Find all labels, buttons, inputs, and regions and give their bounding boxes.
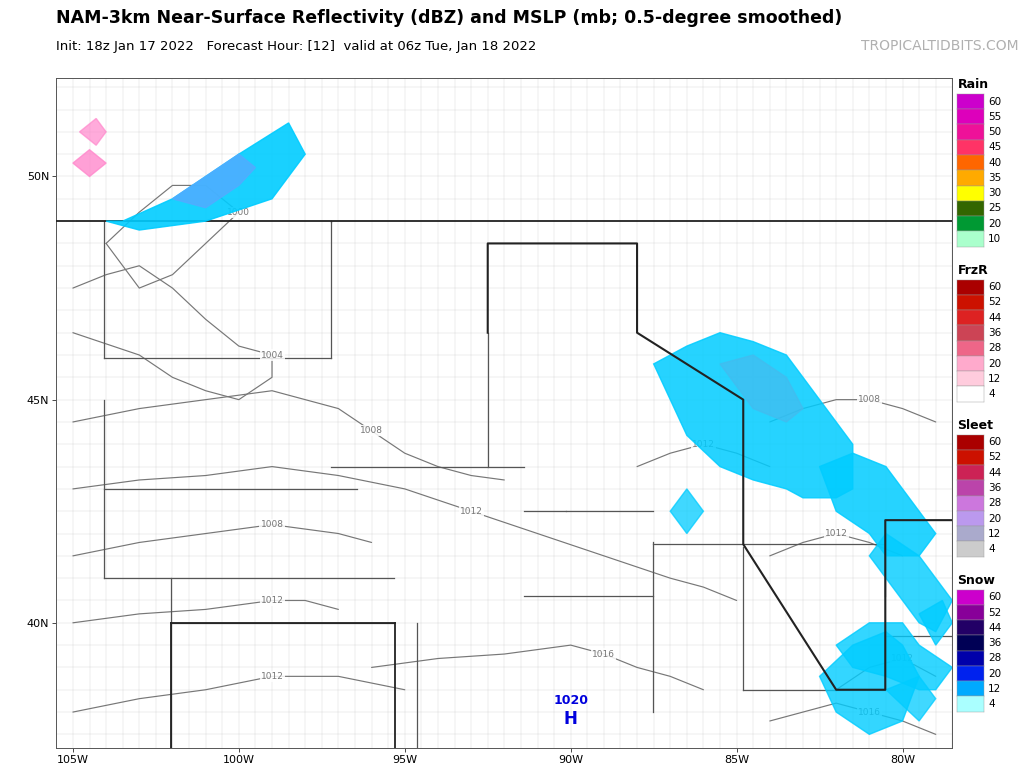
Text: 1012: 1012 [891,654,914,663]
Text: 44: 44 [988,622,1001,633]
Text: 1016: 1016 [858,708,881,716]
Polygon shape [869,533,952,632]
Text: 50: 50 [988,127,1001,137]
Text: 28: 28 [988,653,1001,663]
Text: 40: 40 [988,157,1001,168]
Text: 1008: 1008 [858,395,881,404]
Text: 25: 25 [988,204,1001,214]
Text: 52: 52 [988,608,1001,618]
Text: 20: 20 [988,514,1001,524]
Text: 60: 60 [988,96,1001,106]
Text: TROPICALTIDBITS.COM: TROPICALTIDBITS.COM [861,39,1019,53]
Polygon shape [920,601,952,645]
Text: 52: 52 [988,298,1001,308]
Text: 4: 4 [988,544,994,554]
Text: Init: 18z Jan 17 2022   Forecast Hour: [12]  valid at 06z Tue, Jan 18 2022: Init: 18z Jan 17 2022 Forecast Hour: [12… [56,40,537,53]
Text: 1016: 1016 [592,650,615,659]
Text: 10: 10 [988,234,1001,244]
Text: 12: 12 [988,684,1001,694]
Polygon shape [837,622,952,690]
Text: H: H [564,709,578,727]
Text: Snow: Snow [957,574,995,587]
Text: 55: 55 [988,112,1001,122]
Text: 1012: 1012 [260,596,284,605]
Text: Rain: Rain [957,78,988,92]
Text: 36: 36 [988,638,1001,648]
Polygon shape [886,677,936,721]
Text: 35: 35 [988,173,1001,183]
Text: 1012: 1012 [260,672,284,681]
Text: 45: 45 [988,143,1001,153]
Text: 20: 20 [988,218,1001,229]
Text: 20: 20 [988,359,1001,369]
Text: 28: 28 [988,498,1001,508]
Text: 4: 4 [988,389,994,399]
Polygon shape [819,453,936,556]
Text: 60: 60 [988,282,1001,292]
Text: 20: 20 [988,669,1001,679]
Polygon shape [172,154,255,207]
Text: 12: 12 [988,529,1001,539]
Polygon shape [671,489,703,533]
Text: 60: 60 [988,437,1001,447]
Text: Sleet: Sleet [957,419,993,432]
Text: 36: 36 [988,328,1001,338]
Text: 28: 28 [988,343,1001,353]
Polygon shape [73,150,106,176]
Text: 44: 44 [988,312,1001,323]
Text: 1012: 1012 [460,507,482,516]
Polygon shape [653,333,853,498]
Polygon shape [720,355,803,422]
Polygon shape [80,118,106,145]
Text: NAM-3km Near-Surface Reflectivity (dBZ) and MSLP (mb; 0.5-degree smoothed): NAM-3km Near-Surface Reflectivity (dBZ) … [56,9,843,27]
Text: 1000: 1000 [227,207,250,217]
Text: 60: 60 [988,592,1001,602]
Text: 1008: 1008 [360,427,383,435]
Polygon shape [819,632,920,734]
Text: 1004: 1004 [260,351,284,359]
Text: 52: 52 [988,453,1001,463]
Text: 30: 30 [988,188,1001,198]
Text: 12: 12 [988,373,1001,384]
Text: 1020: 1020 [553,695,588,707]
Polygon shape [106,123,305,230]
Text: 44: 44 [988,467,1001,478]
Text: 1012: 1012 [692,440,715,449]
Text: 1012: 1012 [824,529,848,538]
Text: 1008: 1008 [260,520,284,529]
Text: 4: 4 [988,699,994,709]
Text: FrzR: FrzR [957,264,988,277]
Text: 36: 36 [988,483,1001,493]
